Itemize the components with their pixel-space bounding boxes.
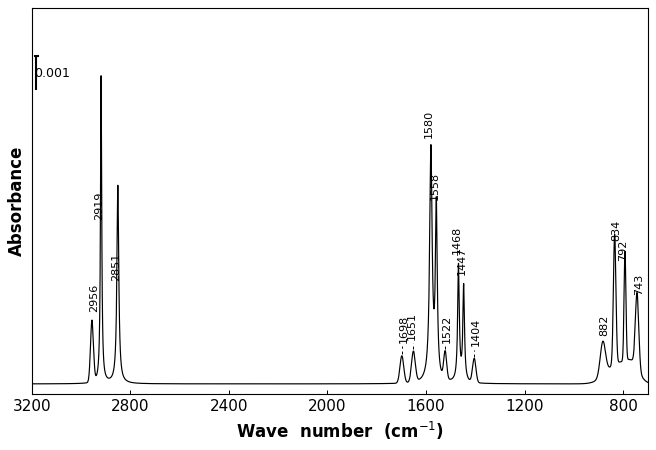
- Text: 1522: 1522: [442, 315, 452, 343]
- Text: 1651: 1651: [407, 311, 417, 339]
- Text: 2851: 2851: [111, 253, 121, 282]
- Text: 882: 882: [600, 315, 609, 336]
- Text: 1698: 1698: [399, 315, 409, 343]
- Y-axis label: Absorbance: Absorbance: [9, 146, 26, 256]
- Text: 1558: 1558: [430, 171, 440, 199]
- Text: 1580: 1580: [424, 110, 434, 138]
- Text: 834: 834: [611, 219, 621, 240]
- Text: 1447: 1447: [457, 246, 467, 274]
- X-axis label: Wave  number  (cm$^{-1}$): Wave number (cm$^{-1}$): [236, 419, 443, 441]
- Text: 2919: 2919: [94, 192, 104, 220]
- Text: 1404: 1404: [471, 318, 481, 346]
- Text: 743: 743: [634, 274, 644, 295]
- Text: 2956: 2956: [89, 284, 98, 312]
- Text: 0.001: 0.001: [34, 67, 70, 80]
- Text: 792: 792: [619, 239, 628, 261]
- Text: 1468: 1468: [452, 226, 462, 254]
